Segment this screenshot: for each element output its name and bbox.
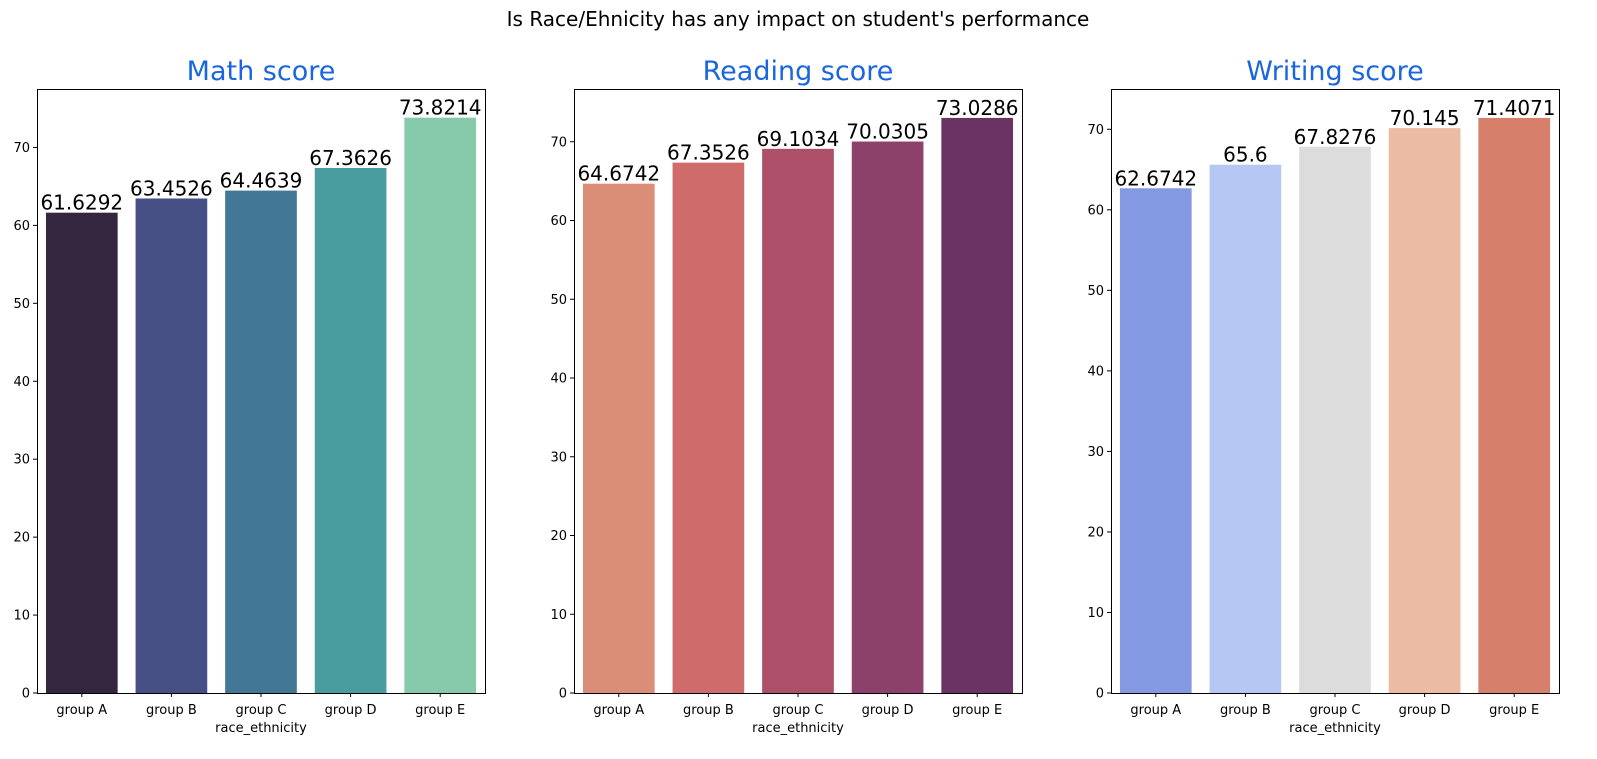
reading-score-bar-group-c bbox=[762, 148, 834, 693]
writing-score-y-tick-label: 20 bbox=[1087, 525, 1104, 540]
reading-score-panel: Reading score 64.6742 group A 67.3526 group … bbox=[550, 56, 1023, 736]
reading-score-x-tick-label: group A bbox=[593, 703, 644, 718]
writing-score-y-tick-label: 10 bbox=[1087, 606, 1104, 621]
math-score-bar-group-a bbox=[45, 212, 118, 693]
math-score-y-tick-label: 50 bbox=[13, 297, 30, 312]
reading-score-y-tick-label: 30 bbox=[550, 450, 567, 465]
math-score-bar-group-d bbox=[314, 168, 387, 693]
reading-score-data-label: 64.6742 bbox=[577, 162, 660, 186]
reading-score-axes-frame bbox=[574, 89, 1023, 694]
writing-score-bar-group-b bbox=[1209, 164, 1282, 693]
writing-score-bar-group-e bbox=[1478, 117, 1551, 694]
math-score-data-label: 63.4526 bbox=[130, 176, 213, 200]
math-score-data-label: 64.4639 bbox=[220, 169, 303, 193]
writing-score-bar-group-c bbox=[1299, 146, 1371, 694]
reading-score-bar-group-a bbox=[582, 183, 655, 693]
writing-score-x-tick-label: group B bbox=[1220, 703, 1271, 718]
writing-score-x-tick-label: group D bbox=[1399, 703, 1451, 718]
figure-title: Is Race/Ehnicity has any impact on stude… bbox=[507, 7, 1090, 31]
reading-score-bar-group-d bbox=[851, 141, 924, 693]
math-score-axes-frame bbox=[37, 89, 486, 694]
math-score-y-tick-label: 40 bbox=[13, 375, 30, 390]
math-score-x-tick-label: group D bbox=[325, 703, 377, 718]
writing-score-y-tick-label: 40 bbox=[1087, 364, 1104, 379]
math-score-x-axis-label: race_ethnicity bbox=[215, 721, 307, 736]
reading-score-y-tick-label: 0 bbox=[559, 687, 567, 702]
math-score-y-tick-label: 0 bbox=[22, 687, 30, 702]
writing-score-panel: Writing score 62.6742 group A 65.6 group B 67… bbox=[1087, 56, 1560, 736]
reading-score-y-tick-label: 60 bbox=[550, 214, 567, 229]
writing-score-axes-frame bbox=[1111, 89, 1560, 694]
math-score-bar-group-c bbox=[225, 190, 297, 693]
reading-score-bar-group-b bbox=[672, 162, 745, 693]
writing-score-y-tick-label: 0 bbox=[1096, 687, 1104, 702]
math-score-y-tick-label: 60 bbox=[13, 219, 30, 234]
math-score-data-label: 67.3626 bbox=[309, 146, 392, 170]
math-score-data-label: 73.8214 bbox=[399, 96, 482, 120]
math-score-y-tick-label: 30 bbox=[13, 453, 30, 468]
writing-score-data-label: 67.8276 bbox=[1294, 125, 1377, 149]
writing-score-bar-group-a bbox=[1119, 188, 1192, 693]
math-score-y-tick-label: 20 bbox=[13, 531, 30, 546]
writing-score-data-label: 65.6 bbox=[1223, 143, 1268, 167]
writing-score-x-tick-label: group E bbox=[1489, 703, 1539, 718]
math-score-panel: Math score 61.6292 group A 63.4526 group B 64… bbox=[13, 56, 486, 736]
writing-score-y-tick-label: 60 bbox=[1087, 203, 1104, 218]
reading-score-x-tick-label: group E bbox=[952, 703, 1002, 718]
writing-score-y-tick-label: 50 bbox=[1087, 284, 1104, 299]
math-score-title: Math score bbox=[187, 56, 336, 87]
reading-score-y-tick-label: 70 bbox=[550, 135, 567, 150]
reading-score-y-tick-label: 50 bbox=[550, 293, 567, 308]
writing-score-data-label: 62.6742 bbox=[1114, 166, 1197, 190]
math-score-x-tick-label: group E bbox=[415, 703, 465, 718]
reading-score-y-tick-label: 20 bbox=[550, 529, 567, 544]
writing-score-y-tick-label: 30 bbox=[1087, 445, 1104, 460]
reading-score-bar-group-e bbox=[941, 117, 1014, 693]
reading-score-data-label: 70.0305 bbox=[846, 120, 929, 144]
writing-score-x-tick-label: group C bbox=[1310, 703, 1361, 718]
reading-score-x-axis-label: race_ethnicity bbox=[752, 721, 844, 736]
reading-score-x-tick-label: group D bbox=[862, 703, 914, 718]
writing-score-title: Writing score bbox=[1246, 56, 1424, 87]
reading-score-y-tick-label: 40 bbox=[550, 372, 567, 387]
writing-score-x-tick-label: group A bbox=[1130, 703, 1181, 718]
writing-score-y-tick-label: 70 bbox=[1087, 123, 1104, 138]
math-score-data-label: 61.6292 bbox=[40, 191, 123, 215]
math-score-y-tick-label: 10 bbox=[13, 609, 30, 624]
math-score-x-tick-label: group C bbox=[236, 703, 287, 718]
math-score-x-tick-label: group B bbox=[146, 703, 197, 718]
math-score-bar-group-b bbox=[135, 198, 208, 693]
reading-score-data-label: 73.0286 bbox=[936, 96, 1019, 120]
reading-score-y-tick-label: 10 bbox=[550, 608, 567, 623]
math-score-x-tick-label: group A bbox=[56, 703, 107, 718]
math-score-y-tick-label: 70 bbox=[13, 141, 30, 156]
reading-score-data-label: 69.1034 bbox=[757, 127, 840, 151]
reading-score-data-label: 67.3526 bbox=[667, 141, 750, 165]
writing-score-data-label: 70.145 bbox=[1390, 106, 1460, 130]
math-score-bar-group-e bbox=[404, 117, 477, 693]
writing-score-bar-group-d bbox=[1388, 128, 1461, 693]
writing-score-data-label: 71.4071 bbox=[1473, 96, 1556, 120]
writing-score-x-axis-label: race_ethnicity bbox=[1289, 721, 1381, 736]
reading-score-title: Reading score bbox=[703, 56, 894, 87]
reading-score-x-tick-label: group B bbox=[683, 703, 734, 718]
reading-score-x-tick-label: group C bbox=[773, 703, 824, 718]
